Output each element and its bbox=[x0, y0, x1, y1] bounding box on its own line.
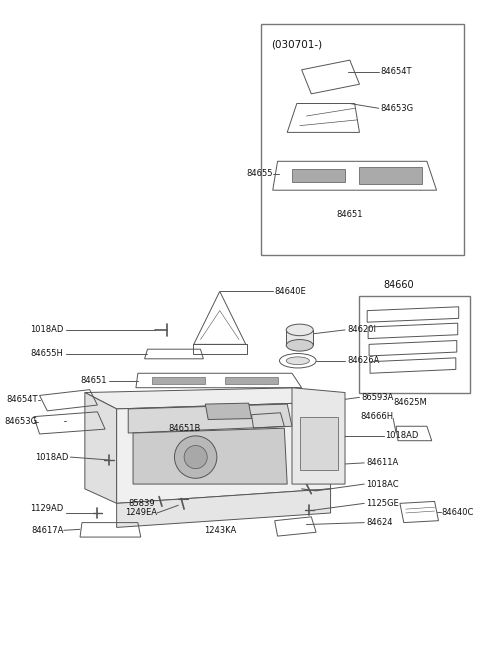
Polygon shape bbox=[133, 428, 287, 484]
Text: 1018AC: 1018AC bbox=[366, 479, 399, 489]
Ellipse shape bbox=[286, 324, 313, 336]
Polygon shape bbox=[292, 388, 345, 484]
Text: 84651B: 84651B bbox=[168, 424, 201, 433]
Circle shape bbox=[174, 436, 217, 478]
Text: 1125GE: 1125GE bbox=[366, 499, 399, 508]
Polygon shape bbox=[85, 392, 117, 503]
Bar bbox=[360, 296, 470, 392]
Text: 84654T: 84654T bbox=[6, 395, 37, 403]
Bar bbox=[193, 345, 247, 354]
Ellipse shape bbox=[286, 339, 313, 351]
Text: 84643: 84643 bbox=[220, 408, 247, 417]
Bar bbox=[261, 24, 464, 255]
Text: 1018AD: 1018AD bbox=[30, 326, 64, 335]
Text: 85839: 85839 bbox=[129, 499, 155, 508]
Polygon shape bbox=[128, 404, 292, 433]
Polygon shape bbox=[85, 388, 331, 409]
Text: 84653G: 84653G bbox=[381, 103, 414, 113]
Text: 86593A: 86593A bbox=[361, 393, 394, 402]
Text: 84660: 84660 bbox=[384, 280, 414, 290]
Text: 1243KA: 1243KA bbox=[204, 526, 236, 535]
Circle shape bbox=[184, 445, 207, 469]
Bar bbox=[152, 377, 205, 384]
Text: 84625M: 84625M bbox=[393, 398, 427, 407]
Text: 1129AD: 1129AD bbox=[30, 504, 64, 513]
Polygon shape bbox=[117, 489, 331, 527]
Bar bbox=[300, 417, 338, 470]
Text: 84655: 84655 bbox=[246, 170, 273, 178]
Text: 84640E: 84640E bbox=[275, 287, 306, 296]
Text: 84626A: 84626A bbox=[347, 356, 379, 365]
Text: 84666H: 84666H bbox=[360, 412, 393, 421]
Text: 84653G: 84653G bbox=[4, 417, 37, 426]
Bar bbox=[225, 377, 277, 384]
Text: 1018AD: 1018AD bbox=[385, 432, 419, 440]
Text: 84651: 84651 bbox=[336, 210, 363, 219]
Ellipse shape bbox=[286, 357, 309, 365]
Text: (030701-): (030701-) bbox=[271, 40, 322, 50]
Text: 1018AD: 1018AD bbox=[35, 453, 69, 462]
Polygon shape bbox=[117, 402, 331, 503]
Bar bbox=[292, 169, 345, 183]
Text: 84655H: 84655H bbox=[31, 350, 64, 358]
Text: 84620I: 84620I bbox=[347, 326, 376, 335]
Text: 84654T: 84654T bbox=[381, 67, 412, 76]
Text: 84611A: 84611A bbox=[366, 458, 398, 468]
Polygon shape bbox=[205, 403, 252, 419]
Text: 1249EA: 1249EA bbox=[125, 508, 157, 517]
Bar bbox=[360, 167, 422, 185]
Text: 84640C: 84640C bbox=[441, 508, 474, 517]
Text: 84617A: 84617A bbox=[31, 526, 64, 535]
Bar bbox=[286, 330, 313, 345]
Text: 84651: 84651 bbox=[81, 377, 107, 386]
Text: 84624: 84624 bbox=[366, 518, 393, 527]
